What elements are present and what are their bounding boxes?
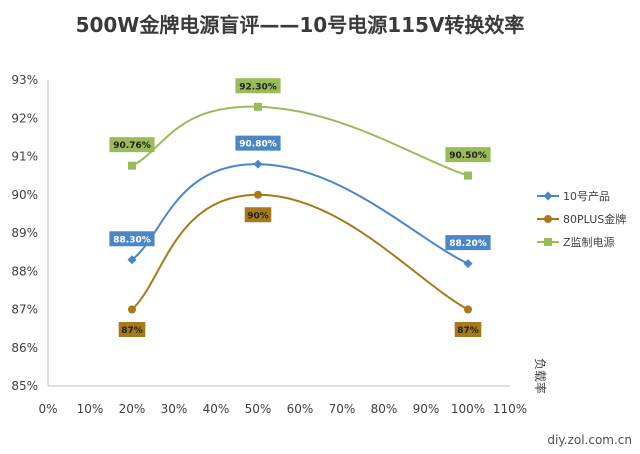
data-point <box>128 161 136 170</box>
legend-item: Z监制电源 <box>537 235 615 249</box>
watermark: diy.zol.com.cn <box>547 433 632 447</box>
data-label-box <box>109 137 155 153</box>
data-point <box>464 305 472 314</box>
data-label: 88.30% <box>109 231 155 247</box>
chart-title: 500W金牌电源盲评——10号电源115V转换效率 <box>76 13 525 37</box>
data-label: 90.50% <box>445 147 491 163</box>
series-line <box>131 105 469 177</box>
data-point <box>463 259 473 269</box>
x-tick-label: 50% <box>245 402 272 416</box>
data-label-text: 87% <box>121 326 143 336</box>
legend-marker <box>544 238 552 246</box>
y-tick-label: 88% <box>11 264 38 278</box>
x-tick-label: 10% <box>77 402 104 416</box>
data-label-box <box>235 78 281 94</box>
y-tick-label: 91% <box>11 150 38 164</box>
data-label-text: 92.30% <box>239 82 277 92</box>
data-label-text: 87% <box>457 326 479 336</box>
data-point <box>464 171 472 180</box>
legend-label: 10号产品 <box>563 189 610 203</box>
data-label: 87% <box>454 322 482 337</box>
y-tick-label: 92% <box>11 111 38 125</box>
x-tick-label: 60% <box>287 402 314 416</box>
legend-item: 10号产品 <box>537 189 610 203</box>
data-point <box>128 305 136 314</box>
data-label-box <box>445 147 491 163</box>
x-axis-title: 负载率 <box>533 358 548 394</box>
x-tick-label: 90% <box>413 402 440 416</box>
data-point <box>253 159 263 169</box>
data-label-text: 88.20% <box>449 239 487 249</box>
data-label-box <box>109 231 155 247</box>
y-tick-label: 85% <box>11 379 38 393</box>
y-tick-label: 87% <box>11 303 38 317</box>
data-label: 90.76% <box>109 137 155 153</box>
x-tick-label: 100% <box>451 402 485 416</box>
data-point <box>254 190 262 199</box>
data-label: 90% <box>244 207 272 223</box>
series-markers <box>127 102 473 314</box>
x-tick-label: 30% <box>161 402 188 416</box>
series-line <box>131 193 469 311</box>
data-label: 90.80% <box>235 135 281 151</box>
data-label-box <box>445 235 491 251</box>
legend-item: 80PLUS金牌 <box>537 212 626 226</box>
data-label-text: 88.30% <box>113 235 151 245</box>
y-tick-label: 93% <box>11 73 38 87</box>
y-tick-label: 86% <box>11 341 38 355</box>
data-point <box>127 255 137 265</box>
y-tick-label: 89% <box>11 226 38 240</box>
data-label-text: 90.80% <box>239 140 277 150</box>
data-label-box <box>235 135 281 151</box>
data-point <box>254 102 262 111</box>
data-label: 92.30% <box>235 78 281 94</box>
series-lines <box>131 105 469 311</box>
x-tick-label: 70% <box>329 402 356 416</box>
legend-marker <box>543 191 553 201</box>
data-label: 88.20% <box>445 235 491 251</box>
data-label-box <box>118 322 146 337</box>
legend: 10号产品 80PLUS金牌 Z监制电源 <box>537 189 626 249</box>
data-label-text: 90% <box>247 211 269 221</box>
data-label-text: 90.76% <box>113 141 151 151</box>
series-line <box>131 163 469 265</box>
y-tick-label: 90% <box>11 188 38 202</box>
data-label-text: 90.50% <box>449 151 487 161</box>
x-tick-labels: 0% 10% 20% 30% 40% 50% 60% 70% 80% 90% 100% 110% <box>38 402 527 416</box>
x-tick-label: 110% <box>493 402 527 416</box>
x-tick-label: 0% <box>38 402 57 416</box>
x-tick-label: 80% <box>371 402 398 416</box>
axes <box>47 80 510 387</box>
data-label: 87% <box>118 322 146 337</box>
data-label-box <box>244 207 272 223</box>
x-tick-label: 20% <box>119 402 146 416</box>
legend-label: 80PLUS金牌 <box>563 212 626 226</box>
legend-marker <box>544 215 552 223</box>
x-tick-label: 40% <box>203 402 230 416</box>
data-label-box <box>454 322 482 337</box>
y-tick-labels: 85% 86% 87% 88% 89% 90% 91% 92% 93% <box>11 73 38 393</box>
legend-label: Z监制电源 <box>563 235 615 249</box>
data-labels: 88.30% 90.80% 88.20% 87% 90% 87% 90.76% 92.30% 9… <box>109 78 491 337</box>
